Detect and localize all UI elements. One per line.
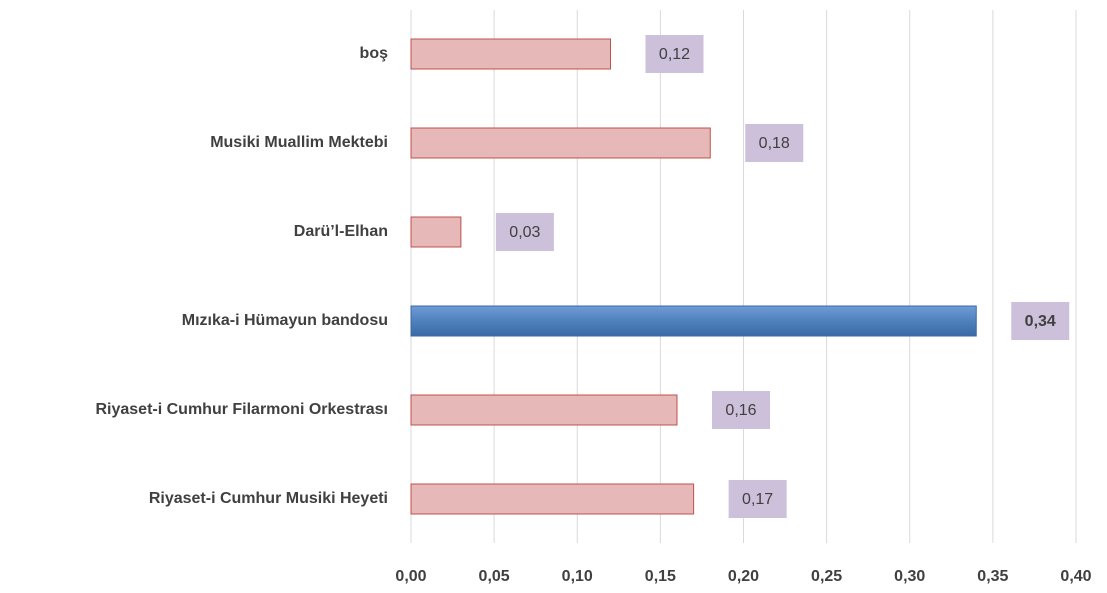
x-tick-label: 0,05 <box>479 568 510 585</box>
category-label: boş <box>360 45 389 62</box>
value-label-box <box>728 480 787 518</box>
value-label: 0,34 <box>1025 313 1056 330</box>
category-label: Riyaset-i Cumhur Musiki Heyeti <box>149 490 388 507</box>
category-label: Mızıka-i Hümayun bandosu <box>182 312 388 329</box>
category-label: Riyaset-i Cumhur Filarmoni Orkestrası <box>95 401 388 418</box>
value-label: 0,12 <box>659 46 690 63</box>
bar <box>410 127 711 159</box>
x-tick-label: 0,40 <box>1060 568 1091 585</box>
value-label: 0,03 <box>509 224 540 241</box>
x-tick-label: 0,10 <box>562 568 593 585</box>
value-label: 0,16 <box>725 402 756 419</box>
x-tick-label: 0,20 <box>728 568 759 585</box>
value-label-box <box>745 124 804 162</box>
x-tick-label: 0,00 <box>395 568 426 585</box>
category-label: Darü’l-Elhan <box>294 223 388 240</box>
bar <box>410 216 462 248</box>
value-label: 0,17 <box>742 491 773 508</box>
bar <box>410 305 977 337</box>
value-label-box <box>495 213 554 251</box>
bar <box>410 394 678 426</box>
x-tick-label: 0,35 <box>977 568 1008 585</box>
bar <box>410 483 695 515</box>
value-label-box <box>712 391 770 429</box>
value-label-box <box>645 35 704 73</box>
x-tick-label: 0,25 <box>811 568 842 585</box>
category-label: Musiki Muallim Mektebi <box>210 134 388 151</box>
x-tick-label: 0,15 <box>645 568 676 585</box>
x-tick-label: 0,30 <box>894 568 925 585</box>
value-label: 0,18 <box>759 135 790 152</box>
value-label-box <box>1011 302 1070 340</box>
bar <box>410 38 611 70</box>
